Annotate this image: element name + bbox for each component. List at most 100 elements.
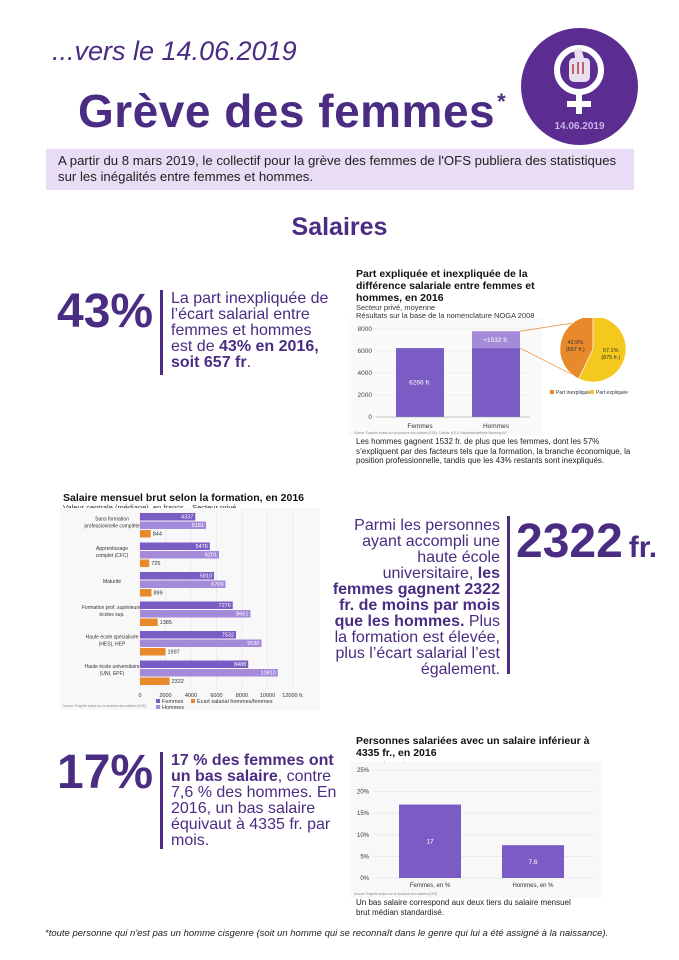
chart1-ytick: 6000 bbox=[358, 348, 373, 355]
chart1-source: Source: Enquête suisse sur la structure … bbox=[354, 431, 507, 435]
intro-banner: A partir du 8 mars 2019, le collectif po… bbox=[46, 149, 634, 190]
chart1-category-label: Femmes bbox=[407, 423, 433, 430]
stat-17-divider bbox=[160, 752, 163, 849]
chart2-title: Salaire mensuel brut selon la formation,… bbox=[63, 492, 304, 504]
stat-17-text: 17 % des femmes ont un bas salaire, cont… bbox=[171, 753, 341, 849]
chart1-ytick: 8000 bbox=[358, 326, 373, 333]
chart3-category-label: Hommes, en % bbox=[512, 883, 554, 889]
chart1-pie-label: (657 fr.) bbox=[566, 347, 585, 353]
stat-2322-text-part2: Plus la formation est élevée, plus l’éca… bbox=[334, 613, 500, 678]
chart1-pie-label: 57.1% bbox=[603, 348, 619, 354]
header-date: ...vers le 14.06.2019 bbox=[52, 36, 297, 66]
chart1-legend-label: Part inexpliquée bbox=[556, 390, 592, 396]
chart1-legend-swatch bbox=[590, 390, 594, 394]
chart2-data-label: 6709 bbox=[211, 582, 223, 588]
chart2-data-label: 4337 bbox=[181, 515, 193, 521]
chart2-xtick: 12000 fr. bbox=[282, 693, 304, 699]
stat-43-text: La part inexpliquée de l’écart salarial … bbox=[171, 291, 331, 371]
stat-17-text-part1: , contre 7,6 % des hommes. En 2016, un b… bbox=[171, 768, 337, 849]
chart1-legend-swatch bbox=[550, 390, 554, 394]
chart2-xtick: 2000 bbox=[159, 693, 171, 699]
chart2-bar bbox=[140, 580, 226, 588]
chart1-ytick: 0 bbox=[368, 414, 372, 421]
stat-17-text-bold: 17 % des femmes ont un bas salaire bbox=[171, 752, 334, 785]
chart2-data-label: 899 bbox=[153, 591, 162, 597]
chart1-ytick: 2000 bbox=[358, 392, 373, 399]
stat-43-text-part1: La part inexpliquée de l’écart salarial … bbox=[171, 290, 329, 355]
stat-43-text-bold: 43% en 2016, soit 657 fr bbox=[171, 338, 319, 371]
stat-43-text-part2: . bbox=[246, 354, 252, 371]
stat-2322-unit: fr. bbox=[628, 531, 658, 564]
chart3-bar bbox=[502, 845, 564, 878]
chart2-data-label: 725 bbox=[151, 561, 160, 567]
chart3-bar bbox=[399, 804, 461, 878]
stat-2322-divider bbox=[507, 516, 510, 674]
chart2-category-label: Haute école spécialisée bbox=[86, 635, 139, 641]
chart3-data-label: 7.6 bbox=[528, 859, 537, 866]
chart1-title: Part expliquée et inexpliquée de la diff… bbox=[356, 268, 535, 304]
stat-2322-text-bold: les femmes gagnent 2322 fr. de moins par… bbox=[332, 565, 500, 630]
chart3-category-label: Femmes, en % bbox=[410, 883, 451, 889]
chart2-bar bbox=[140, 669, 278, 677]
chart2-data-label: 844 bbox=[153, 532, 162, 538]
footnote: *toute personne qui n'est pas un homme c… bbox=[45, 928, 609, 939]
chart2-plot: 0 2000 4000 6000 8000 10000 12000 fr. Sans form… bbox=[60, 508, 320, 710]
chart2-subtitle: Valeur centrale (médiane), en francs – S… bbox=[63, 503, 237, 512]
chart1-connector bbox=[519, 347, 576, 377]
chart2-category-label: Maturité bbox=[103, 579, 121, 585]
chart2-category-label: écoles sup. bbox=[99, 612, 124, 618]
chart2-source: Source: Enquête suisse sur la structure … bbox=[63, 704, 146, 708]
chart2-data-label: 6201 bbox=[205, 553, 217, 559]
stat-2322-number: 2322 fr. bbox=[516, 514, 657, 569]
chart2-category-label: Sans formation bbox=[95, 517, 129, 523]
chart1-pie-label: 42.9% bbox=[567, 340, 583, 346]
section-title: Salaires bbox=[291, 213, 388, 241]
chart1-pie-slice bbox=[578, 318, 627, 383]
chart1-legend-label: Part expliquée bbox=[596, 390, 628, 396]
chart2-xtick: 0 bbox=[138, 693, 141, 699]
chart3-source: Source: Enquête suisse sur la structure … bbox=[354, 892, 437, 896]
chart2-bar bbox=[140, 648, 166, 656]
chart3-ytick: 5% bbox=[360, 854, 369, 860]
chart1-subtitle-2: Résultats sur la base de la nomenclature… bbox=[356, 311, 535, 320]
chart2-bar bbox=[140, 513, 196, 521]
chart2-bar bbox=[140, 530, 151, 538]
chart2-category-label: Formation prof. supérieure, bbox=[82, 605, 142, 611]
chart3-plot: 0% 5% 10% 15% 20% 25% 17 Femmes, en % 7.6 Hommes,… bbox=[350, 762, 602, 898]
chart1-caption: Les hommes gagnent 1532 fr. de plus que … bbox=[356, 437, 631, 465]
chart3-background bbox=[350, 762, 602, 898]
chart2-bar bbox=[140, 551, 220, 559]
chart2-bar bbox=[140, 639, 262, 647]
logo-date: 14.06.2019 bbox=[554, 121, 605, 132]
chart3-ytick: 20% bbox=[357, 790, 370, 796]
chart1-plot: 0 2000 4000 6000 8000 Femmes Hommes 6266 fr. +15… bbox=[348, 318, 628, 436]
chart3-ytick: 25% bbox=[357, 768, 370, 774]
chart2-bar bbox=[140, 660, 249, 668]
chart2-xtick: 4000 bbox=[185, 693, 197, 699]
chart2-category-label: (UNI, EPF) bbox=[100, 671, 125, 677]
chart2-data-label: 7276 bbox=[219, 603, 231, 609]
chart2-bar bbox=[140, 610, 251, 618]
chart2-data-label: 9530 bbox=[247, 641, 259, 647]
stat-43-number: 43% bbox=[57, 285, 154, 338]
chart2-bar bbox=[140, 521, 207, 529]
venus-fist-icon bbox=[523, 30, 636, 143]
chart2-legend-swatch bbox=[191, 699, 195, 703]
chart2-category-label: Apprentissage bbox=[96, 546, 128, 552]
chart3-title: Personnes salariées avec un salaire infé… bbox=[356, 735, 590, 759]
chart2-bar bbox=[140, 618, 158, 626]
chart2-data-label: 5810 bbox=[200, 574, 212, 580]
chart3-caption: Un bas salaire correspond aux deux tiers… bbox=[356, 898, 571, 917]
chart2-data-label: 2322 bbox=[172, 679, 184, 685]
chart3-ytick: 0% bbox=[360, 876, 369, 882]
chart2-bar bbox=[140, 589, 152, 597]
chart2-data-label: 5181 bbox=[192, 523, 204, 529]
chart2-category-label: Haute école universitaire bbox=[84, 664, 139, 670]
chart2-category-label: professionnelle complète bbox=[84, 523, 140, 529]
strike-logo: 14.06.2019 bbox=[521, 28, 638, 145]
chart2-data-label: 5476 bbox=[196, 544, 208, 550]
chart1-data-label: +1532 fr. bbox=[483, 337, 509, 344]
chart1-pie-slice bbox=[559, 318, 594, 380]
chart2-legend-label: Femmes bbox=[162, 699, 184, 705]
stat-2322-text: Parmi les personnes ayant accompli une h… bbox=[326, 518, 500, 678]
